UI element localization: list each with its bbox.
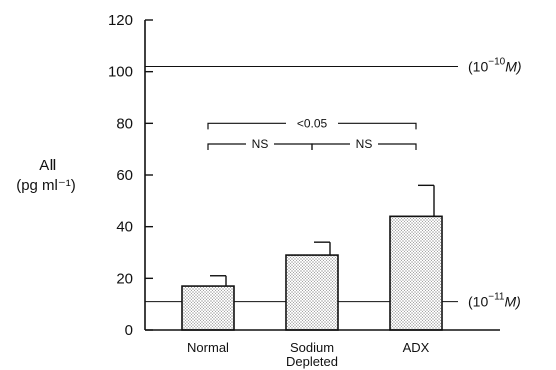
bar-1 — [285, 254, 339, 331]
ref-label-base: (10 — [468, 294, 488, 310]
x-category-label-0: Normal — [187, 340, 229, 355]
reference-line-label-1: (10−10M) — [468, 57, 522, 75]
reference-line-labels: (10−10M)(10−11M) — [468, 57, 522, 310]
significance-bracket-0 — [207, 122, 417, 130]
error-bars — [210, 184, 435, 287]
significance-brackets: <0.05 NS NS — [207, 116, 417, 151]
y-axis-label-line-2: (pg ml⁻¹) — [16, 177, 76, 194]
y-tick-label: 20 — [116, 270, 133, 287]
y-tick-label: 0 — [125, 322, 133, 339]
significance-label-1: NS — [252, 137, 269, 151]
x-category-label-1: Sodium — [290, 340, 334, 355]
significance-label-0: <0.05 — [297, 116, 328, 130]
y-tick-label: 40 — [116, 219, 133, 236]
y-axis-label-line-1: AⅡ — [39, 157, 56, 174]
bar-0 — [181, 285, 235, 331]
ref-label-unit: M) — [504, 294, 520, 310]
y-tick-label: 80 — [116, 115, 133, 132]
ref-label-exponent: −10 — [488, 57, 505, 68]
bar-2 — [389, 215, 443, 331]
y-tick-label: 60 — [116, 167, 133, 184]
y-ticks: 0 20 40 60 80 100 120 — [108, 12, 153, 339]
reference-line-label-2: (10−11M) — [468, 292, 521, 310]
y-axis-label: AⅡ (pg ml⁻¹) — [16, 157, 76, 194]
ref-label-unit: M) — [505, 59, 521, 75]
y-tick-label: 120 — [108, 12, 133, 29]
ref-label-exponent: −11 — [488, 292, 505, 303]
ref-label-base: (10 — [468, 59, 488, 75]
significance-label-2: NS — [356, 137, 373, 151]
x-category-label-1: Depleted — [286, 354, 338, 369]
x-category-label-2: ADX — [403, 340, 430, 355]
bars — [181, 215, 443, 331]
significance-bracket-2 — [311, 143, 417, 150]
y-tick-label: 100 — [108, 64, 133, 81]
